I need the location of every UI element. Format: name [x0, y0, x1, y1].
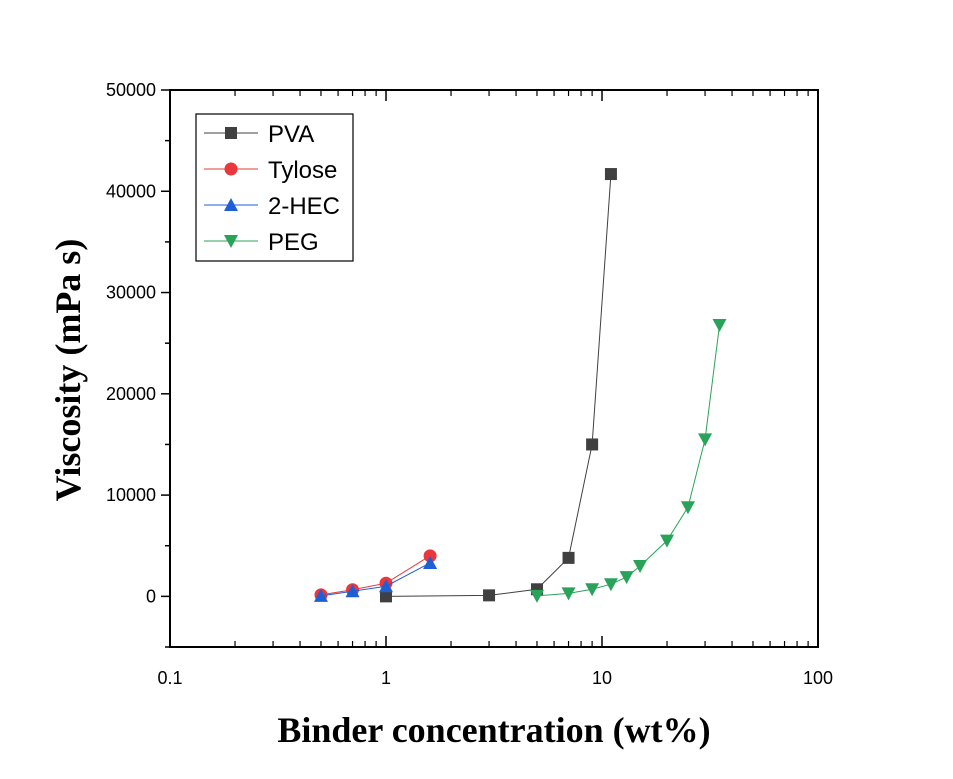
y-axis-title: Viscosity (mPa s) [48, 239, 88, 502]
data-point-2-hec [423, 555, 438, 569]
legend-marker-tylose [224, 162, 238, 176]
y-tick-label: 20000 [106, 384, 156, 404]
y-tick-label: 10000 [106, 485, 156, 505]
legend-marker-peg [224, 235, 238, 248]
data-point-peg [712, 318, 727, 332]
legend-label-2-hec: 2-HEC [268, 193, 340, 220]
data-point-peg [680, 501, 695, 515]
legend-box [195, 113, 354, 262]
data-point-pva [483, 589, 496, 602]
legend-label-tylose: Tylose [268, 157, 337, 184]
axis-ticks [161, 89, 819, 648]
data-point-2-hec [313, 588, 328, 602]
data-point-peg [585, 583, 600, 597]
x-tick-label: 1 [381, 668, 391, 688]
plot-frame [169, 89, 819, 648]
series-layer [313, 168, 727, 603]
series-pva [380, 168, 617, 603]
data-point-pva [380, 590, 392, 603]
x-tick-label: 100 [803, 668, 833, 688]
legend-label-peg: PEG [268, 229, 319, 256]
data-point-peg [529, 589, 544, 603]
series-tylose [314, 549, 437, 602]
series-2-hec [313, 555, 438, 602]
series-line-2-hec [320, 562, 431, 597]
data-point-peg [603, 578, 618, 592]
data-point-peg [633, 559, 648, 573]
data-point-peg [561, 587, 576, 601]
data-point-pva [604, 168, 617, 181]
x-tick-label: 10 [592, 668, 612, 688]
series-peg [529, 318, 727, 603]
legend-item-pva: PVA [204, 121, 314, 148]
data-point-tylose [423, 549, 437, 563]
legend-item-2-hec: 2-HEC [204, 193, 340, 220]
data-point-pva [586, 438, 599, 451]
y-tick-label: 40000 [106, 181, 156, 201]
data-point-2-hec [379, 579, 393, 593]
series-line-pva [385, 174, 612, 597]
series-line-tylose [320, 555, 431, 596]
x-axis-title: Binder concentration (wt%) [277, 710, 710, 750]
data-point-2-hec [345, 584, 360, 598]
legend-marker-pva [225, 127, 237, 139]
legend-item-tylose: Tylose [204, 157, 337, 184]
y-tick-label: 50000 [106, 80, 156, 100]
legend-marker-2-hec [224, 198, 238, 211]
legend-item-peg: PEG [204, 229, 319, 256]
data-point-peg [619, 571, 634, 585]
data-point-pva [562, 551, 575, 564]
y-tick-label: 30000 [106, 283, 156, 303]
axis-tick-labels: 0.1 1 10 100 0 10000 20000 30000 40000 50000 [106, 80, 833, 688]
legend-label-pva: PVA [268, 121, 314, 148]
y-tick-label: 0 [146, 586, 156, 606]
x-tick-label: 0.1 [157, 668, 182, 688]
data-point-peg [660, 534, 675, 548]
legend: PVA Tylose 2-HEC PEG [195, 113, 354, 262]
data-point-peg [698, 433, 713, 447]
